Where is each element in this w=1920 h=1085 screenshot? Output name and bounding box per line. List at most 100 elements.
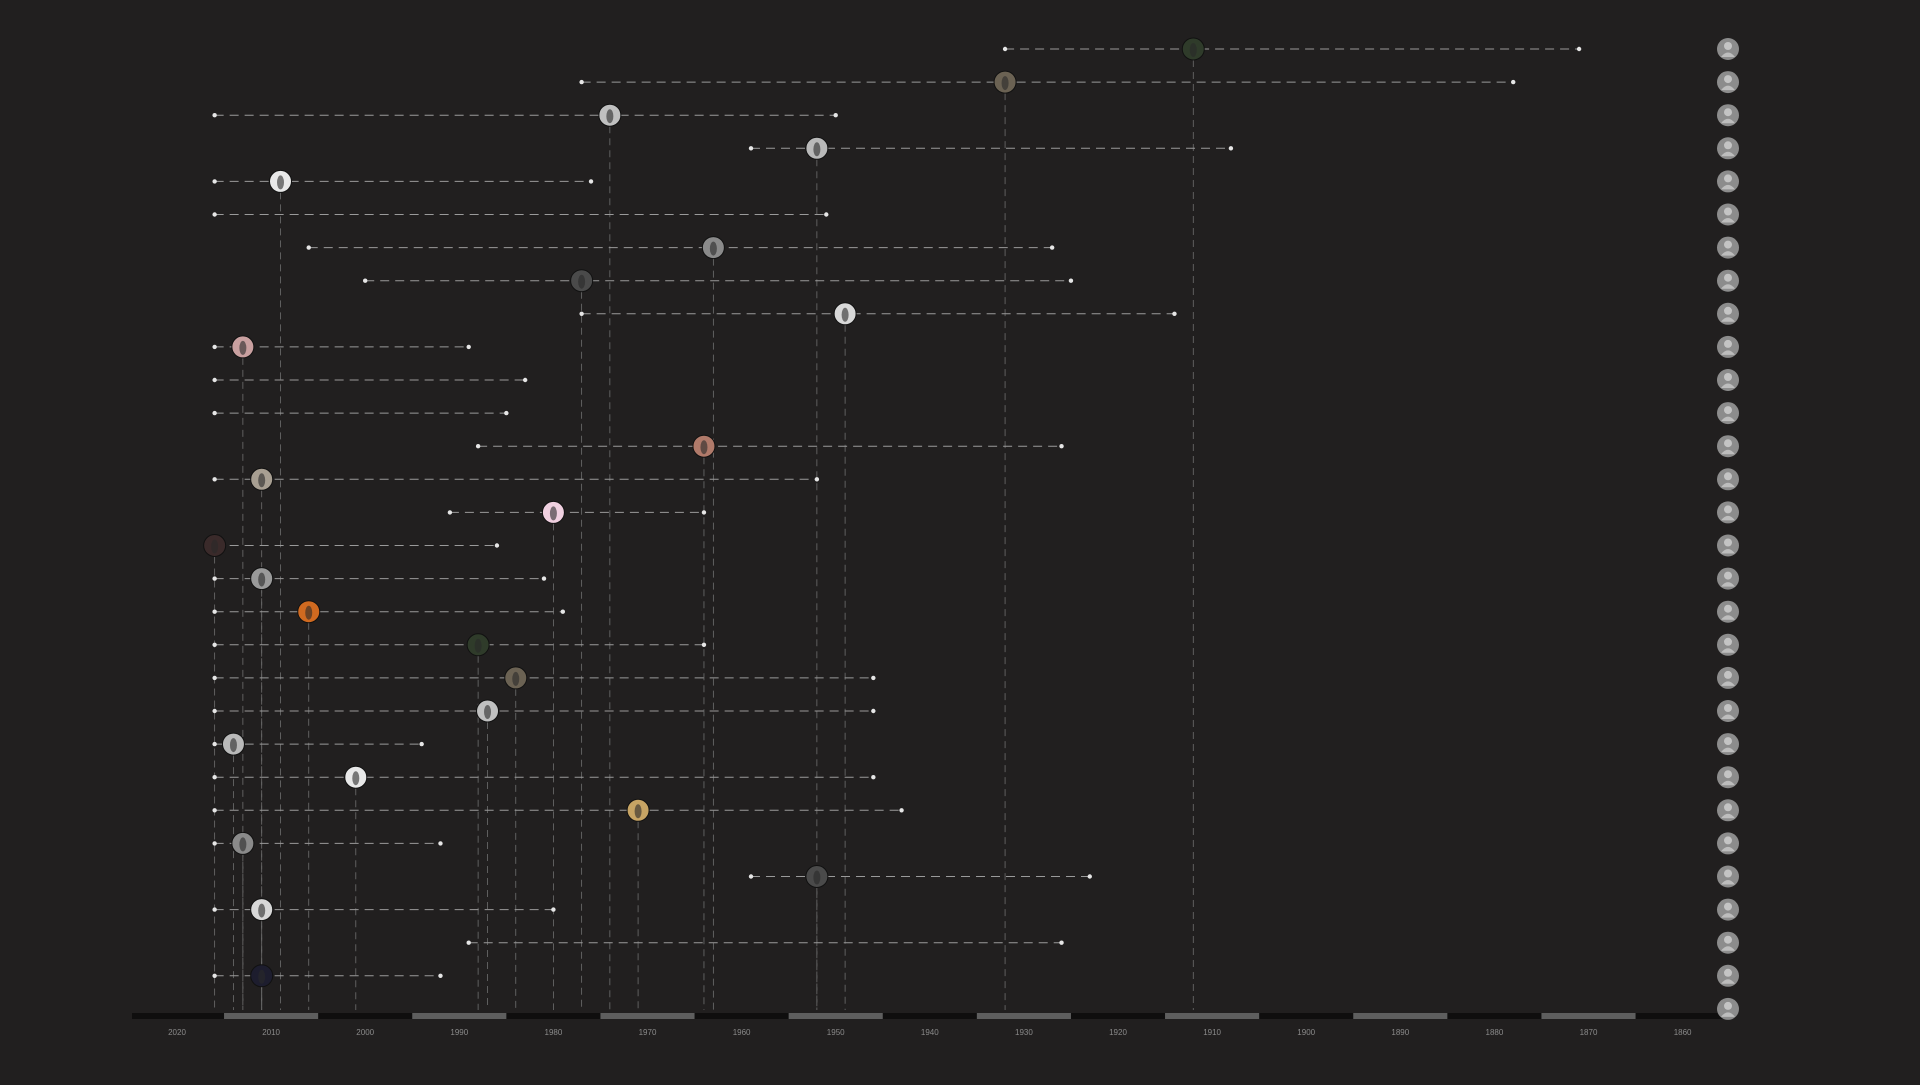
- x-tick-label: 1960: [733, 1028, 751, 1037]
- line-end-dot: [212, 344, 217, 350]
- figure-silhouette-shape: [813, 142, 821, 157]
- timeline-row: [212, 467, 820, 491]
- figure-silhouette-shape: [700, 440, 708, 455]
- photo-marker: [541, 500, 565, 524]
- line-end-dot: [212, 113, 217, 118]
- avatar-head-shape: [1724, 704, 1732, 712]
- avatar-shoulder-shape: [1721, 284, 1735, 289]
- avatar-head-shape: [1724, 108, 1732, 117]
- line-start-dot: [1059, 940, 1064, 945]
- line-end-dot: [466, 940, 471, 945]
- photo-marker: [231, 335, 255, 359]
- line-end-dot: [212, 410, 217, 416]
- x-tick-label: 1920: [1109, 1028, 1127, 1037]
- timeline-row: [212, 335, 471, 359]
- avatar-head-shape: [1724, 75, 1732, 84]
- row-avatar: [1717, 997, 1739, 1020]
- avatar-head-shape: [1724, 273, 1732, 282]
- avatar-shoulder-shape: [1721, 946, 1735, 951]
- avatar-shoulder-shape: [1721, 383, 1735, 388]
- line-end-dot: [212, 477, 217, 482]
- axis-decade-band: [976, 1013, 1071, 1019]
- axis-decade-band: [1541, 1013, 1636, 1019]
- axis-decade-band: [412, 1013, 507, 1019]
- avatar-head-shape: [1724, 538, 1732, 547]
- line-start-dot: [1087, 874, 1092, 879]
- row-avatar: [1717, 104, 1739, 127]
- line-start-dot: [871, 708, 876, 714]
- row-avatar: [1717, 501, 1739, 524]
- line-start-dot: [419, 741, 424, 747]
- avatar-shoulder-shape: [1721, 85, 1735, 91]
- avatar-head-shape: [1724, 505, 1732, 514]
- line-end-dot: [748, 146, 754, 151]
- row-avatar: [1717, 38, 1739, 60]
- line-start-dot: [1576, 46, 1582, 52]
- x-tick-label: 1940: [921, 1028, 939, 1037]
- timeline-row: [212, 798, 904, 822]
- timeline-row: [363, 269, 1074, 293]
- photo-marker: [250, 898, 274, 922]
- photo-marker: [805, 136, 829, 160]
- vertical-drop-lines: [214, 60, 1194, 1010]
- row-avatar: [1717, 137, 1739, 160]
- row-avatar: [1717, 733, 1739, 756]
- figure-silhouette-shape: [634, 804, 642, 819]
- avatar-head-shape: [1724, 306, 1732, 315]
- figure-silhouette-shape: [258, 572, 266, 587]
- timeline-row: [212, 212, 829, 217]
- timeline-row: [212, 169, 594, 193]
- photo-marker: [476, 699, 500, 723]
- line-start-dot: [814, 477, 820, 482]
- axis-track: [132, 1013, 1728, 1019]
- photo-marker: [993, 70, 1017, 94]
- line-start-dot: [701, 642, 707, 647]
- figure-silhouette-shape: [239, 837, 247, 852]
- line-end-dot: [306, 245, 311, 250]
- timeline-row: [466, 940, 1064, 945]
- x-tick-label: 1900: [1297, 1028, 1315, 1037]
- photo-marker: [1181, 37, 1205, 61]
- x-axis: 2020 2010 2000 1990 1980 1970 1960 1950 1940 1930…: [132, 1013, 1728, 1037]
- row-avatar: [1717, 170, 1739, 193]
- x-tick-label: 1980: [545, 1028, 563, 1037]
- x-tick-label: 1860: [1674, 1028, 1692, 1037]
- avatar-head-shape: [1724, 373, 1732, 381]
- figure-silhouette-shape: [549, 506, 557, 521]
- line-start-dot: [588, 179, 594, 184]
- x-tick-label: 1890: [1391, 1028, 1409, 1037]
- timeline-row: [748, 136, 1234, 160]
- row-avatar: [1717, 236, 1739, 259]
- avatar-shoulder-shape: [1721, 52, 1735, 57]
- avatar-head-shape: [1724, 439, 1732, 448]
- photo-marker: [504, 666, 528, 690]
- axis-decade-band: [600, 1013, 695, 1019]
- line-end-dot: [212, 708, 217, 714]
- line-end-dot: [212, 808, 217, 813]
- line-end-dot: [475, 444, 481, 449]
- photo-marker: [692, 434, 716, 458]
- timeline-row: [475, 434, 1064, 458]
- x-tick-label: 1970: [639, 1028, 657, 1037]
- x-tick-label: 1870: [1580, 1028, 1598, 1037]
- row-avatar: [1717, 203, 1739, 226]
- avatar-head-shape: [1724, 174, 1732, 183]
- avatar-head-shape: [1724, 803, 1732, 812]
- avatar-shoulder-shape: [1721, 416, 1735, 422]
- avatar-head-shape: [1724, 902, 1732, 911]
- figure-silhouette-shape: [813, 870, 821, 885]
- figure-silhouette-shape: [578, 274, 586, 289]
- figure-silhouette-shape: [258, 473, 266, 488]
- avatar-shoulder-shape: [1721, 151, 1735, 157]
- timeline-row: [212, 765, 876, 789]
- x-tick-label: 2000: [356, 1028, 374, 1037]
- avatar-head-shape: [1724, 836, 1732, 845]
- avatar-shoulder-shape: [1721, 449, 1735, 455]
- timeline-row: [203, 534, 500, 557]
- timeline-row: [212, 666, 876, 690]
- avatar-shoulder-shape: [1721, 846, 1735, 852]
- avatar-shoulder-shape: [1721, 714, 1735, 719]
- avatar-shoulder-shape: [1721, 482, 1735, 488]
- line-start-dot: [1172, 311, 1177, 316]
- avatar-head-shape: [1724, 406, 1732, 415]
